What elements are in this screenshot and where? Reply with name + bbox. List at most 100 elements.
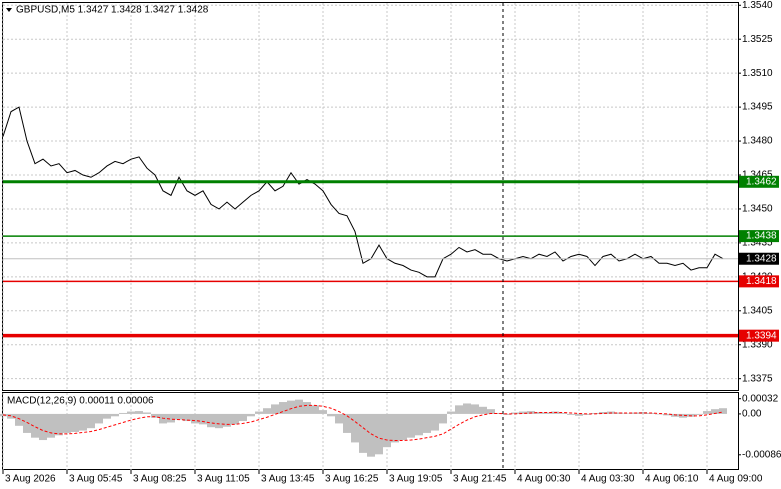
macd-bar (439, 413, 447, 424)
macd-bar (15, 413, 23, 426)
macd-bar (479, 406, 487, 414)
macd-bar (575, 413, 583, 416)
level-label: 1.3438 (746, 231, 777, 242)
macd-bar (135, 411, 143, 414)
macd-bar (663, 413, 671, 416)
macd-bar (55, 413, 63, 436)
y-tick-label: 1.3525 (742, 34, 773, 45)
y-tick-label: 1.3510 (742, 68, 773, 79)
macd-bar (7, 413, 15, 419)
level-label-bg (739, 275, 779, 288)
macd-bar (359, 413, 367, 453)
macd-bar (151, 413, 159, 418)
macd-bar (415, 413, 423, 436)
macd-bar (463, 403, 471, 414)
y-tick-label: 1.3540 (742, 0, 773, 11)
signal-line (2, 404, 724, 442)
macd-bar (79, 413, 87, 431)
y-tick-label: 0.00 (742, 409, 762, 420)
macd-bar (295, 399, 303, 414)
y-tick-label: 1.3495 (742, 102, 773, 113)
macd-bar (119, 412, 127, 414)
y-tick-label: 1.3465 (742, 170, 773, 181)
last-price-label: 1.3428 (746, 253, 777, 264)
x-tick-label: 3 Aug 13:45 (261, 474, 315, 485)
macd-bar (543, 412, 551, 414)
macd-bar (407, 413, 415, 438)
y-tick-label: -0.00086 (742, 449, 781, 460)
macd-title: MACD(12,26,9) 0.00011 0.00006 (7, 396, 154, 407)
macd-bar (383, 413, 391, 448)
macd-bar (199, 413, 207, 425)
macd-bar (47, 413, 55, 438)
x-tick-label: 3 Aug 08:25 (133, 474, 187, 485)
macd-bar (23, 413, 31, 433)
macd-bar (271, 404, 279, 414)
macd-bar (623, 413, 631, 414)
x-tick-label: 3 Aug 2026 (5, 474, 56, 485)
y-tick-label: 1.3405 (742, 305, 773, 316)
macd-bar (287, 400, 295, 414)
y-tick-label: 1.3375 (742, 373, 773, 384)
macd-bar (31, 413, 39, 438)
macd-bar (263, 408, 271, 414)
macd-bar (103, 413, 111, 419)
macd-bar (495, 412, 503, 414)
macd-bar (455, 405, 463, 414)
last-price-label-bg (739, 252, 779, 265)
macd-bar (343, 413, 351, 433)
macd-bar (39, 413, 47, 441)
level-label: 1.3418 (746, 276, 777, 287)
level-label-bg (739, 175, 779, 188)
macd-bar (559, 412, 567, 414)
macd-bar (399, 413, 407, 441)
macd-bar (679, 413, 687, 418)
macd-bar (95, 413, 103, 424)
level-label-bg (739, 230, 779, 243)
macd-bar (223, 413, 231, 427)
macd-bar (71, 413, 79, 432)
x-tick-label: 4 Aug 06:10 (645, 474, 699, 485)
level-label: 1.3462 (746, 176, 777, 187)
x-tick-label: 4 Aug 00:30 (517, 474, 571, 485)
y-tick-label: 1.3450 (742, 204, 773, 215)
macd-bar (311, 405, 319, 414)
x-tick-label: 3 Aug 19:05 (389, 474, 443, 485)
macd-bar (167, 413, 175, 423)
macd-bar (703, 411, 711, 414)
macd-bar (319, 410, 327, 414)
macd-bar (367, 413, 375, 457)
macd-bar (247, 413, 255, 417)
macd-bar (87, 413, 95, 429)
macd-bar (111, 413, 119, 417)
macd-bar (639, 412, 647, 414)
y-tick-label: 1.3480 (742, 136, 773, 147)
level-label: 1.3394 (746, 330, 777, 341)
x-tick-label: 4 Aug 09:00 (709, 474, 763, 485)
macd-bar (391, 413, 399, 443)
macd-bar (423, 413, 431, 433)
macd-bar (719, 408, 727, 414)
collapse-icon[interactable] (6, 8, 12, 12)
macd-bar (655, 413, 663, 415)
macd-bar (375, 413, 383, 455)
macd-bar (191, 413, 199, 424)
macd-bar (511, 412, 519, 414)
macd-bar (183, 413, 191, 422)
macd-bar (239, 413, 247, 422)
macd-bar (175, 413, 183, 420)
chart-title: GBPUSD,M5 1.3427 1.3428 1.3427 1.3428 (16, 5, 209, 16)
y-tick-label: 1.3390 (742, 339, 773, 350)
macd-bar (599, 412, 607, 414)
macd-bar (519, 411, 527, 414)
macd-bar (327, 413, 335, 417)
macd-bar (279, 402, 287, 414)
macd-bar (711, 409, 719, 414)
macd-bar (487, 409, 495, 414)
level-label-bg (739, 329, 779, 342)
macd-bar (255, 411, 263, 414)
macd-bar (207, 413, 215, 428)
